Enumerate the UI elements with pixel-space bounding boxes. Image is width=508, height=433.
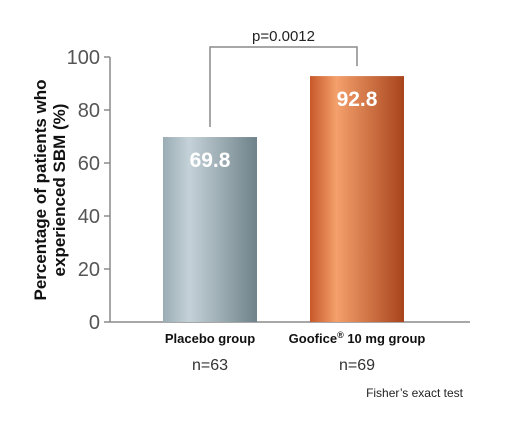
y-tick-label: 60	[78, 153, 100, 175]
y-tick-label: 20	[78, 259, 100, 281]
footnote: Fisher’s exact test	[366, 386, 464, 400]
y-axis-title-line-1: Percentage of patients who	[31, 79, 50, 300]
y-axis-title: Percentage of patients who experienced S…	[31, 79, 69, 300]
axes: 0 20 40 60 80 100	[67, 47, 470, 334]
p-value-label: p=0.0012	[252, 28, 315, 45]
category-label: Placebo group	[165, 331, 255, 346]
bracket-line	[209, 46, 358, 128]
y-tick-label: 100	[67, 47, 100, 69]
bars: 69.8 92.8	[163, 76, 404, 322]
bar-value-label: 92.8	[337, 88, 378, 111]
category-label: Goofice® 10 mg group	[289, 330, 426, 346]
bar-placebo	[163, 137, 257, 322]
category-labels: Placebo group n=63 Goofice® 10 mg group n=6…	[165, 330, 426, 374]
y-tick-label: 80	[78, 100, 100, 122]
sample-size-label: n=69	[339, 357, 375, 374]
sample-size-label: n=63	[192, 357, 228, 374]
bar-value-label: 69.8	[190, 149, 231, 172]
y-tick-label: 0	[89, 312, 100, 334]
bar-goofice	[310, 76, 404, 322]
significance-bracket: p=0.0012	[209, 28, 358, 128]
y-axis-title-line-2: experienced SBM (%)	[50, 104, 69, 277]
y-tick-label: 40	[78, 206, 100, 228]
